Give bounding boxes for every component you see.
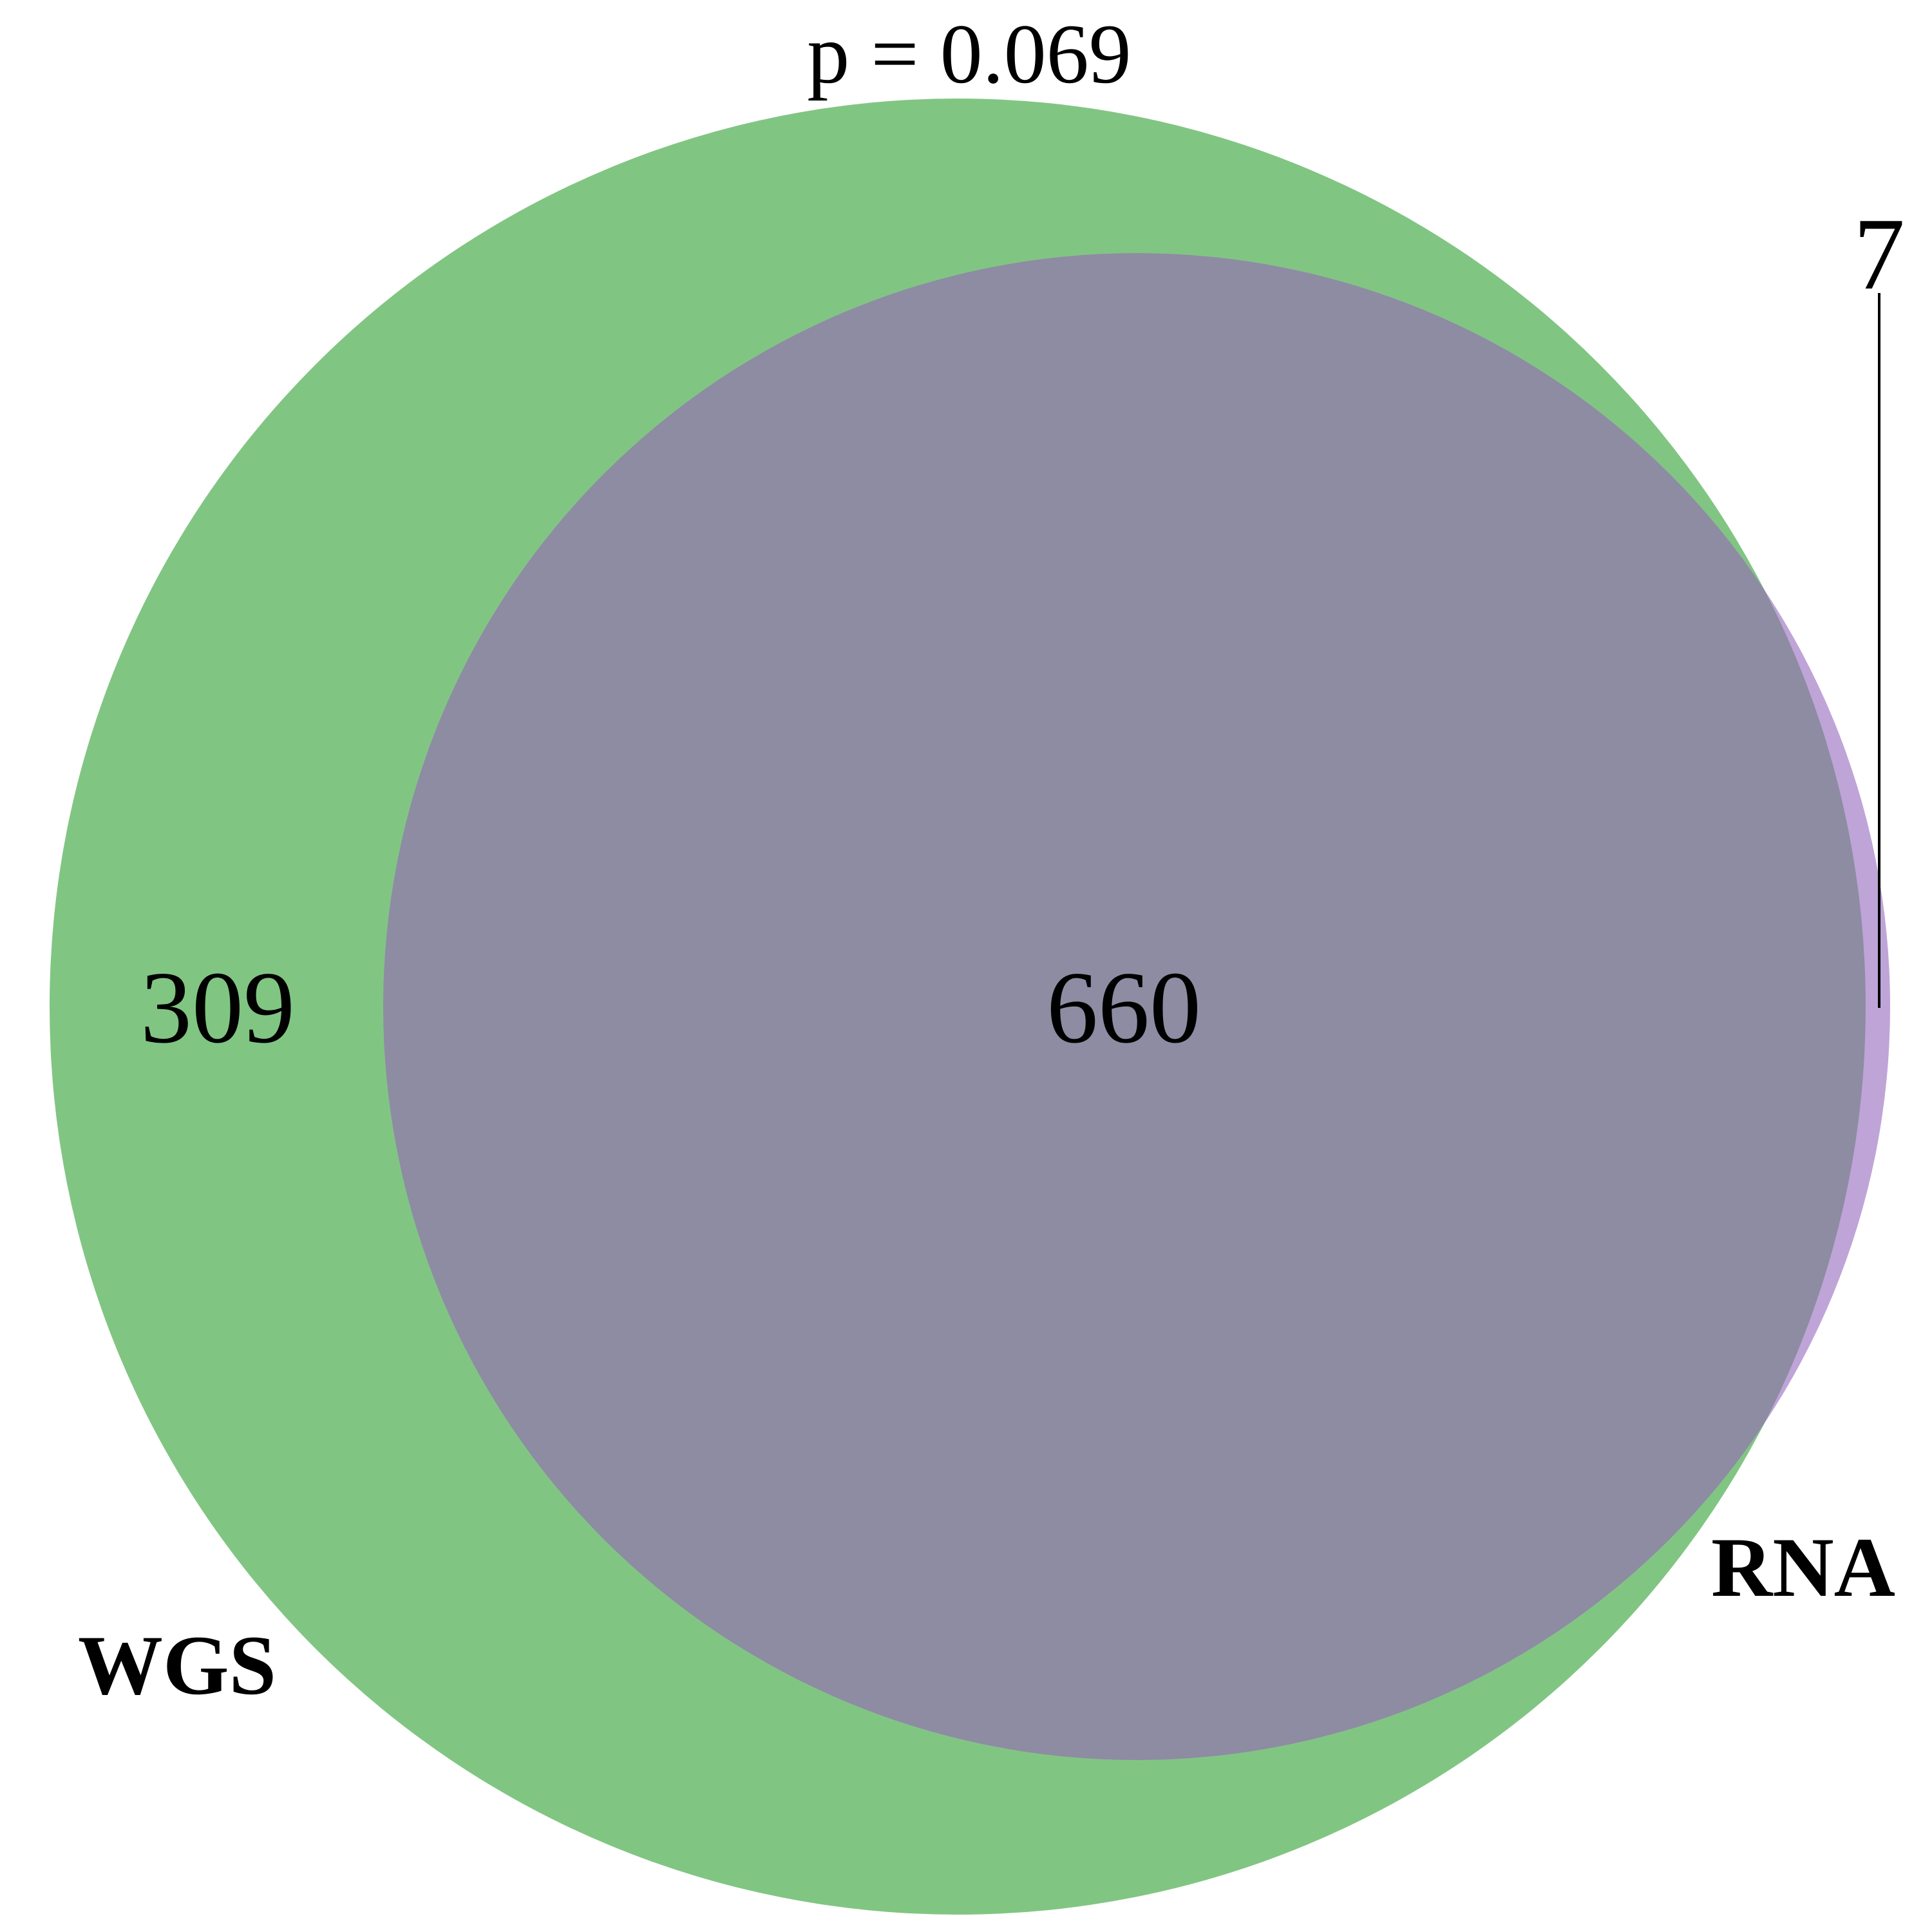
rna-only-count: 7 [1853, 196, 1905, 311]
overlap-count: 660 [1046, 950, 1201, 1065]
wgs-set-label: WGS [78, 1618, 276, 1712]
rna-set-label: RNA [1711, 1520, 1895, 1615]
wgs-only-count: 309 [140, 950, 295, 1065]
p-value-label: p = 0.069 [807, 6, 1131, 101]
overlap-region [383, 253, 1866, 1760]
